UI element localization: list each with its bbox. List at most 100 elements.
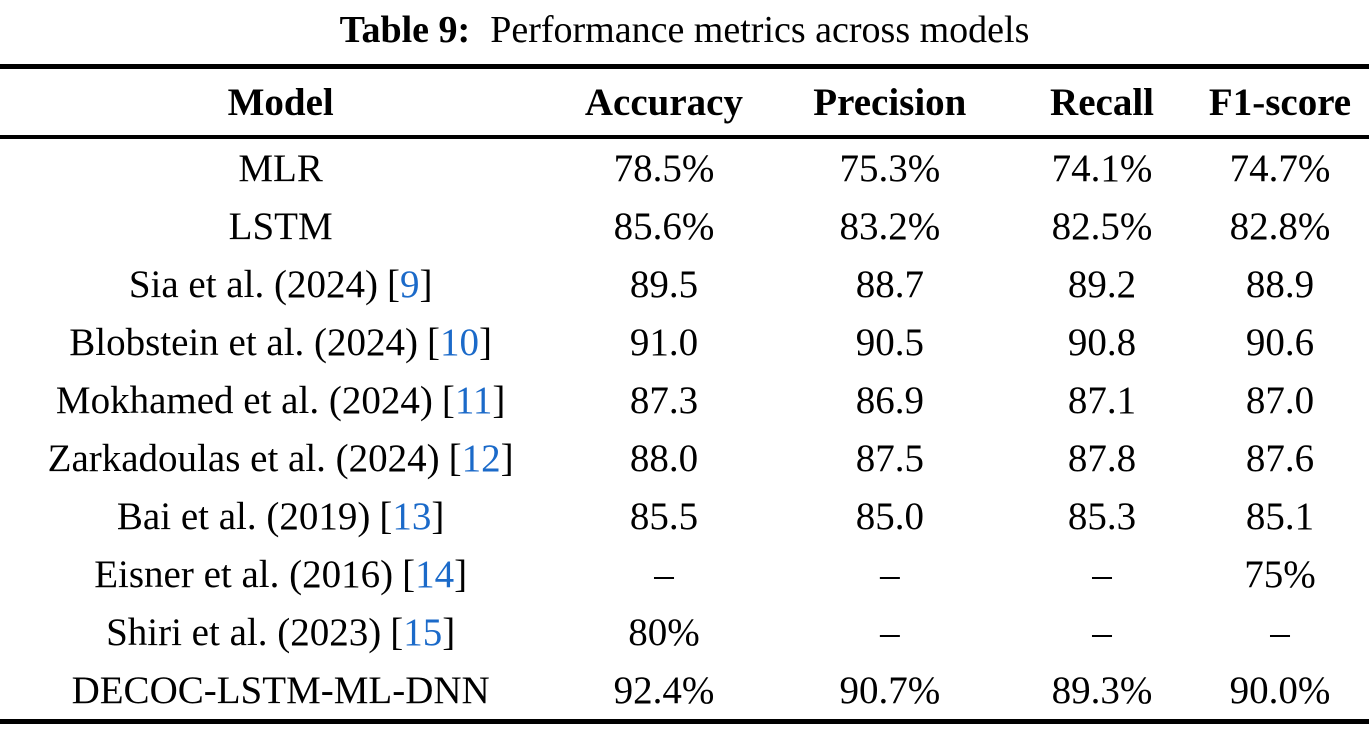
recall-cell: 90.8 (1067, 320, 1137, 364)
accuracy-cell: 92.4% (613, 668, 715, 712)
precision-cell: 87.5 (855, 436, 924, 480)
model-cell: Eisner et al. (2016) [14] (0, 545, 561, 603)
table-row: Blobstein et al. (2024) [10] 91.0 90.5 90… (0, 313, 1369, 371)
precision-cell: – (880, 552, 900, 596)
f1-score-cell: 74.7% (1229, 146, 1331, 190)
f1-score-cell: 85.1 (1245, 494, 1315, 538)
citation-ref: [15] (390, 611, 455, 654)
model-name: Sia et al. (2024) (128, 262, 378, 306)
citation-link[interactable]: 15 (403, 610, 443, 654)
citation-close-bracket: ] (500, 436, 514, 480)
citation-link[interactable]: 14 (415, 552, 455, 596)
recall-cell: – (1092, 552, 1112, 596)
model-cell: Shiri et al. (2023) [15] (0, 603, 561, 661)
citation-open-bracket: [ (441, 378, 455, 422)
precision-cell: 86.9 (855, 378, 924, 422)
citation-link[interactable]: 9 (399, 262, 420, 306)
citation-open-bracket: [ (427, 320, 441, 364)
model-cell: Zarkadoulas et al. (2024) [12] (0, 429, 561, 487)
table-row: MLR 78.5% 75.3% 74.1% 74.7% (0, 137, 1369, 197)
recall-cell: 89.3% (1051, 668, 1153, 712)
model-name: Zarkadoulas et al. (2024) (47, 436, 440, 480)
model-cell: MLR (0, 137, 561, 197)
citation-close-bracket: ] (454, 552, 468, 596)
accuracy-cell: 85.6% (613, 204, 715, 248)
model-cell: DECOC-LSTM-ML-DNN (0, 661, 561, 722)
recall-cell: 87.1 (1067, 378, 1137, 422)
table-caption-label: Table 9: (339, 9, 471, 51)
table-row: Mokhamed et al. (2024) [11] 87.3 86.9 87.… (0, 371, 1369, 429)
table-body: MLR 78.5% 75.3% 74.1% 74.7% LSTM 85.6% 8… (0, 137, 1369, 722)
performance-metrics-table: Model Accuracy Precision Recall F1-score… (0, 64, 1369, 724)
citation-ref: [11] (442, 379, 506, 422)
model-cell: Mokhamed et al. (2024) [11] (0, 371, 561, 429)
model-name: Blobstein et al. (2024) (69, 320, 419, 364)
model-name: LSTM (228, 204, 333, 248)
table-caption-text: Performance metrics across models (490, 9, 1030, 51)
citation-link[interactable]: 13 (392, 494, 432, 538)
accuracy-cell: 80% (628, 610, 700, 654)
f1-score-cell: 88.9 (1245, 262, 1315, 306)
citation-open-bracket: [ (448, 436, 462, 480)
model-cell: Bai et al. (2019) [13] (0, 487, 561, 545)
table-row: Bai et al. (2019) [13] 85.5 85.0 85.3 85.… (0, 487, 1369, 545)
citation-ref: [13] (379, 495, 444, 538)
header-row: Model Accuracy Precision Recall F1-score (0, 67, 1369, 137)
f1-score-cell: 90.0% (1229, 668, 1331, 712)
model-cell: Sia et al. (2024) [9] (0, 255, 561, 313)
table-row: DECOC-LSTM-ML-DNN 92.4% 90.7% 89.3% 90.0… (0, 661, 1369, 722)
citation-open-bracket: [ (390, 610, 404, 654)
citation-close-bracket: ] (442, 610, 456, 654)
model-cell: LSTM (0, 197, 561, 255)
citation-close-bracket: ] (479, 320, 493, 364)
precision-cell: – (880, 610, 900, 654)
recall-cell: 87.8 (1067, 436, 1137, 480)
column-header-model: Model (227, 80, 334, 124)
recall-cell: 74.1% (1051, 146, 1153, 190)
model-name: MLR (238, 146, 323, 190)
citation-link[interactable]: 10 (440, 320, 480, 364)
citation-link[interactable]: 11 (454, 378, 493, 422)
citation-ref: [9] (387, 263, 433, 306)
column-header-precision: Precision (813, 80, 967, 124)
accuracy-cell: 78.5% (613, 146, 715, 190)
f1-score-cell: 90.6 (1245, 320, 1315, 364)
accuracy-cell: 85.5 (629, 494, 699, 538)
table-row: Shiri et al. (2023) [15] 80% – – – (0, 603, 1369, 661)
recall-cell: 89.2 (1067, 262, 1137, 306)
accuracy-cell: 89.5 (629, 262, 699, 306)
column-header-accuracy: Accuracy (584, 80, 743, 124)
model-name: Bai et al. (2019) (116, 494, 371, 538)
model-name: Shiri et al. (2023) (106, 610, 382, 654)
recall-cell: 85.3 (1067, 494, 1137, 538)
column-header-f1-score: F1-score (1208, 80, 1352, 124)
citation-ref: [14] (402, 553, 467, 596)
citation-open-bracket: [ (402, 552, 416, 596)
precision-cell: 90.7% (839, 668, 941, 712)
recall-cell: 82.5% (1051, 204, 1153, 248)
f1-score-cell: – (1270, 610, 1290, 654)
precision-cell: 75.3% (839, 146, 941, 190)
citation-ref: [12] (449, 437, 514, 480)
table-row: Zarkadoulas et al. (2024) [12] 88.0 87.5 … (0, 429, 1369, 487)
citation-link[interactable]: 12 (461, 436, 501, 480)
model-name: Eisner et al. (2016) (94, 552, 394, 596)
f1-score-cell: 87.6 (1245, 436, 1315, 480)
accuracy-cell: 91.0 (629, 320, 699, 364)
accuracy-cell: – (654, 552, 674, 596)
precision-cell: 85.0 (855, 494, 924, 538)
citation-close-bracket: ] (492, 378, 506, 422)
model-name: Mokhamed et al. (2024) (55, 378, 433, 422)
citation-open-bracket: [ (386, 262, 400, 306)
precision-cell: 83.2% (839, 204, 941, 248)
model-cell: Blobstein et al. (2024) [10] (0, 313, 561, 371)
f1-score-cell: 75% (1244, 552, 1316, 596)
recall-cell: – (1092, 610, 1112, 654)
citation-close-bracket: ] (419, 262, 433, 306)
model-name: DECOC-LSTM-ML-DNN (71, 668, 490, 712)
precision-cell: 88.7 (855, 262, 924, 306)
citation-close-bracket: ] (431, 494, 445, 538)
f1-score-cell: 82.8% (1229, 204, 1331, 248)
accuracy-cell: 87.3 (629, 378, 699, 422)
